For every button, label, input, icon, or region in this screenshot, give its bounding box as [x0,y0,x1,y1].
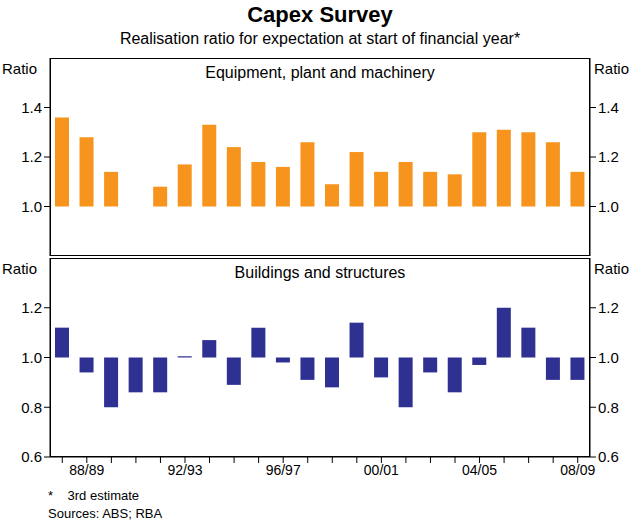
html-text:Sources: ABS; RBA: Sources: ABS; RBA [48,506,163,521]
svg-text:1.0: 1.0 [21,349,42,366]
svg-text:1.4: 1.4 [598,99,619,116]
html-text:Equipment, plant and machinery: Equipment, plant and machinery [205,64,435,81]
svg-text:1.2: 1.2 [598,299,619,316]
svg-text:04/05: 04/05 [462,462,497,478]
svg-text:0.8: 0.8 [21,399,42,416]
svg-text:92/93: 92/93 [167,462,202,478]
svg-text:08/09: 08/09 [560,462,595,478]
svg-text:1.4: 1.4 [21,99,42,116]
svg-text:00/01: 00/01 [364,462,399,478]
svg-text:96/97: 96/97 [266,462,301,478]
svg-text:0.6: 0.6 [598,448,619,465]
html-text:Ratio: Ratio [2,60,37,77]
svg-text:88/89: 88/89 [69,462,104,478]
html-text:* 3rd estimate: * 3rd estimate [48,488,139,503]
svg-text:0.6: 0.6 [21,448,42,465]
html-text:Buildings and structures: Buildings and structures [234,264,406,281]
html-text:Ratio: Ratio [594,60,629,77]
svg-text:1.0: 1.0 [598,349,619,366]
svg-text:1.0: 1.0 [21,198,42,215]
html-text:Realisation ratio for expectat: Realisation ratio for expectation at sta… [119,30,521,47]
html-text:Ratio: Ratio [594,260,629,277]
html-text:Ratio: Ratio [2,260,37,277]
svg-text:1.0: 1.0 [598,198,619,215]
svg-text:1.2: 1.2 [21,299,42,316]
svg-text:0.8: 0.8 [598,399,619,416]
html-text:Capex Survey: Capex Survey [247,2,393,27]
svg-text:1.2: 1.2 [21,148,42,165]
svg-text:1.2: 1.2 [598,148,619,165]
